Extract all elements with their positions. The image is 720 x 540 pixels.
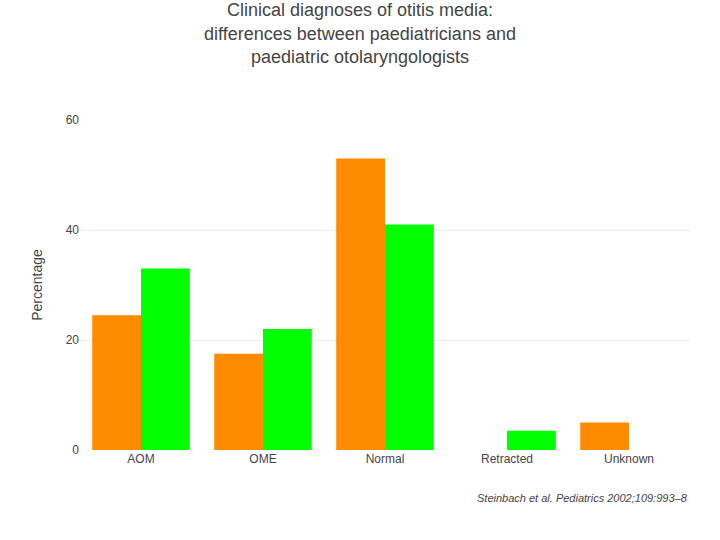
svg-text:20: 20	[66, 333, 80, 347]
svg-text:60: 60	[66, 113, 80, 127]
svg-text:40: 40	[66, 223, 80, 237]
svg-text:Percentage: Percentage	[29, 249, 45, 321]
svg-text:AOM: AOM	[127, 452, 154, 466]
svg-text:Clinical diagnoses of otitis m: Clinical diagnoses of otitis media:diffe…	[204, 0, 516, 67]
svg-text:Retracted: Retracted	[481, 452, 533, 466]
svg-text:Normal: Normal	[366, 452, 405, 466]
svg-text:OME: OME	[249, 452, 276, 466]
svg-text:Unknown: Unknown	[604, 452, 654, 466]
svg-text:0: 0	[72, 443, 79, 457]
svg-text:Steinbach et al. Pediatrics 20: Steinbach et al. Pediatrics 2002;109:993…	[477, 492, 688, 504]
